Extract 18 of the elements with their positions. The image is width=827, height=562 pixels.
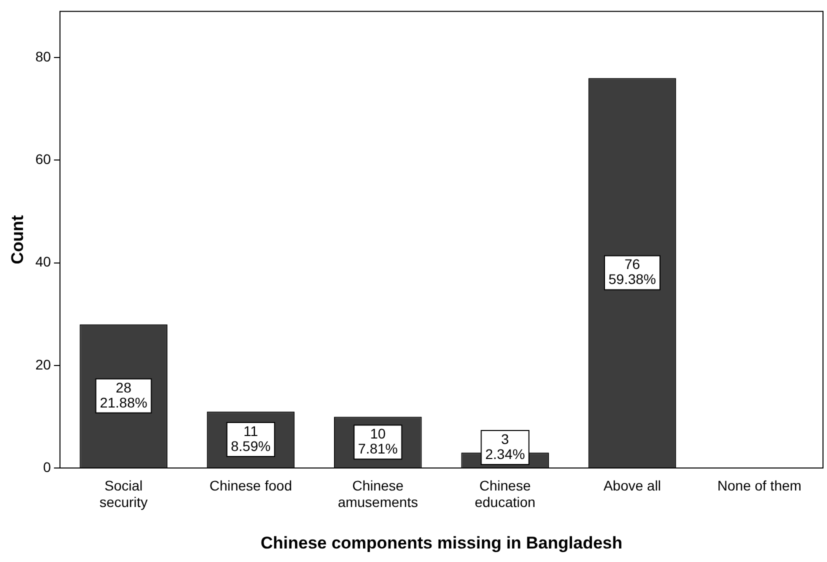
data-label: 10 7.81%	[358, 425, 398, 456]
x-axis-title: Chinese components missing in Bangladesh	[260, 533, 622, 552]
y-tick-label: 40	[35, 254, 52, 270]
x-tick-label: Above all	[603, 477, 662, 494]
y-tick-label: 80	[35, 48, 52, 64]
x-tick-label: None of them	[717, 477, 802, 494]
y-tick-label: 0	[43, 458, 52, 475]
data-label: 11 8.59%	[230, 422, 271, 454]
x-tick-label: Chinese food	[209, 477, 292, 494]
data-label: 3 2.34%	[485, 430, 525, 462]
x-tick-label: Chinese amusements	[338, 477, 418, 510]
y-axis-title: Count	[8, 214, 27, 264]
data-label: 76 59.38%	[608, 256, 656, 288]
y-tick-label: 60	[35, 151, 52, 168]
data-label: 28 21.88%	[100, 379, 148, 410]
x-tick-label: Social security	[99, 477, 148, 510]
y-tick-label: 20	[35, 356, 52, 372]
x-tick-label: Chinese education	[474, 477, 536, 510]
